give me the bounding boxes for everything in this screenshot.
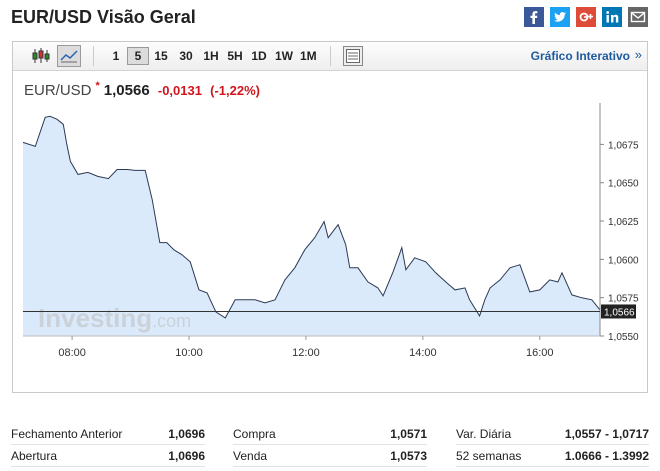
table-button[interactable] — [343, 46, 363, 66]
page-title: EUR/USD Visão Geral — [11, 7, 196, 27]
stats-cell: Var. Diária 1,0557 - 1,0717 — [456, 424, 649, 445]
watermark-brand: Investing — [38, 303, 152, 333]
period-button[interactable]: 5H — [227, 49, 243, 63]
stats-label: Venda — [233, 449, 268, 463]
stats-value: 1,0573 — [390, 449, 427, 463]
y-tick-label: 1,0575 — [608, 294, 639, 305]
quote-change: -0,0131 — [157, 83, 202, 98]
y-tick-label: 1,0650 — [608, 179, 639, 190]
stats-value: 1,0696 — [168, 427, 205, 441]
x-tick-label: 14:00 — [409, 347, 437, 359]
x-tick-label: 12:00 — [292, 347, 320, 359]
y-tick-label: 1,0600 — [608, 255, 639, 266]
y-tick-label: 1,0550 — [608, 332, 639, 343]
stats-cell: Venda 1,0573 — [233, 446, 427, 467]
chart: Investing.com 1,0550 1,0575 1,0600 1,0625 1,0… — [22, 103, 639, 359]
stats-value: 1.0666 - 1.3992 — [564, 449, 649, 463]
separator — [93, 46, 94, 66]
stats-value: 1,0557 - 1,0717 — [564, 427, 649, 441]
stats-label: Fechamento Anterior — [11, 427, 123, 441]
stats-value: 1,0571 — [390, 427, 427, 441]
area — [23, 116, 600, 336]
separator — [330, 46, 331, 66]
stats-row: Fechamento Anterior 1,0696 Compra 1,0571 Var… — [11, 424, 649, 445]
interactive-chart-arrow[interactable]: » — [634, 47, 642, 62]
googleplus-share[interactable] — [576, 7, 596, 27]
period-button[interactable]: 15 — [154, 49, 168, 63]
watermark: Investing.com — [38, 303, 191, 333]
quote-marker: * — [95, 80, 100, 92]
period-button[interactable]: 5 — [127, 47, 149, 65]
quote-change-percent: (-1,22%) — [210, 83, 260, 98]
stats-value: 1,0696 — [168, 449, 205, 463]
last-price-label: 1,0566 — [604, 307, 635, 318]
stats-label: 52 semanas — [456, 449, 522, 463]
facebook-share[interactable] — [524, 7, 544, 27]
stats-cell: Fechamento Anterior 1,0696 — [11, 424, 205, 445]
y-tick-label: 1,0675 — [608, 140, 639, 151]
period-button[interactable]: 1D — [251, 49, 267, 63]
x-tick-label: 08:00 — [58, 347, 86, 359]
stats-cell: Compra 1,0571 — [233, 424, 427, 445]
x-tick-label: 10:00 — [175, 347, 203, 359]
stats-label: Abertura — [11, 449, 58, 463]
x-tick-label: 16:00 — [526, 347, 554, 359]
quote-symbol: EUR/USD — [24, 82, 92, 99]
line-chart-button[interactable] — [57, 45, 81, 67]
stats-row: Abertura 1,0696 Venda 1,0573 52 semanas 1.066… — [11, 446, 649, 467]
quote-line: EUR/USD * 1,0566 -0,0131 (-1,22%) — [24, 80, 264, 99]
period-button[interactable]: 30 — [179, 49, 193, 63]
candlestick-button[interactable] — [30, 46, 52, 66]
stats-cell: 52 semanas 1.0666 - 1.3992 — [456, 446, 649, 467]
period-button[interactable]: 1H — [203, 49, 219, 63]
y-tick-label: 1,0625 — [608, 217, 639, 228]
twitter-share[interactable] — [550, 7, 570, 27]
price-line — [22, 115, 601, 319]
email-share[interactable] — [628, 7, 648, 27]
watermark-suffix: .com — [152, 311, 191, 331]
quote-price: 1,0566 — [103, 82, 150, 99]
period-button[interactable]: 1 — [112, 49, 120, 63]
period-button[interactable]: 1W — [275, 49, 293, 63]
chart-frame — [12, 41, 648, 393]
stats-label: Compra — [233, 427, 276, 441]
period-button[interactable]: 1M — [300, 49, 317, 63]
last-price-box — [601, 304, 636, 319]
stats-cell: Abertura 1,0696 — [11, 446, 205, 467]
stats-label: Var. Diária — [456, 427, 512, 441]
interactive-chart-link[interactable]: Gráfico Interativo — [530, 49, 630, 63]
linkedin-share[interactable] — [602, 7, 622, 27]
